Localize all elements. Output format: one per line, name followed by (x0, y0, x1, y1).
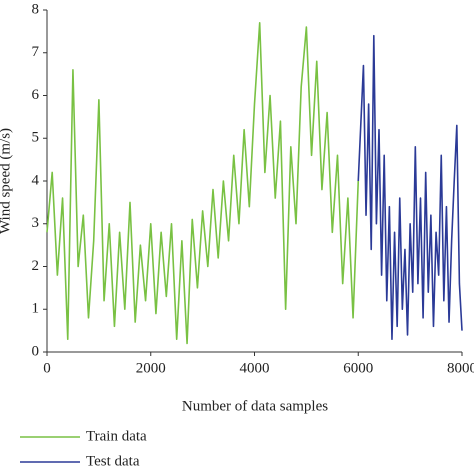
y-tick-label: 2 (32, 258, 40, 274)
y-tick-label: 0 (32, 343, 40, 359)
x-axis-label: Number of data samples (182, 398, 328, 414)
legend-label: Test data (86, 453, 140, 469)
legend-label: Train data (86, 428, 147, 444)
series-line (357, 34, 463, 340)
x-tick-label: 0 (43, 360, 51, 376)
y-tick-label: 6 (32, 87, 40, 103)
y-axis-label: Wind speed (m/s) (0, 128, 13, 234)
y-tick-label: 4 (32, 172, 40, 188)
y-tick-label: 8 (32, 1, 40, 17)
y-tick-label: 3 (32, 215, 40, 231)
x-tick-label: 2000 (136, 360, 166, 376)
x-tick-label: 4000 (240, 360, 270, 376)
x-tick-label: 8000 (447, 360, 474, 376)
y-tick-label: 5 (32, 130, 40, 146)
x-tick-label: 6000 (343, 360, 373, 376)
series-line (46, 22, 360, 345)
y-tick-label: 1 (32, 301, 40, 317)
y-tick-label: 7 (32, 44, 40, 60)
